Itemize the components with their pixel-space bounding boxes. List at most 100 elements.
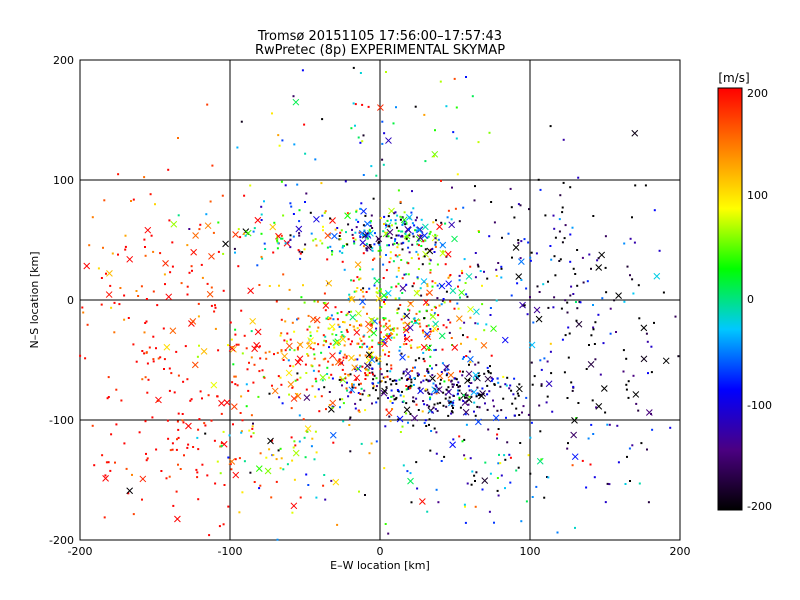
data-point-dot xyxy=(351,383,353,385)
data-point-dot xyxy=(375,287,378,290)
data-point-dot xyxy=(273,353,275,356)
data-point-dot xyxy=(287,359,290,362)
data-point-x-marker xyxy=(413,289,421,297)
data-point-dot xyxy=(401,248,404,251)
data-point-x-marker xyxy=(470,388,478,396)
data-point-dot xyxy=(500,265,503,268)
data-point-dot xyxy=(310,232,313,235)
data-point-dot xyxy=(362,295,365,298)
data-point-dot xyxy=(186,446,189,449)
data-point-dot xyxy=(345,357,348,360)
data-point-dot xyxy=(214,482,217,485)
data-point-dot xyxy=(321,118,324,121)
data-point-dot xyxy=(516,392,519,395)
data-point-dot xyxy=(217,349,220,352)
data-point-dot xyxy=(504,383,507,386)
data-point-dot xyxy=(331,250,334,253)
data-point-dot xyxy=(411,285,414,288)
data-point-dot xyxy=(396,327,399,330)
data-point-dot xyxy=(369,230,371,233)
data-point-dot xyxy=(477,265,480,268)
data-point-dot xyxy=(402,400,405,403)
data-point-dot xyxy=(290,205,293,208)
data-point-dot xyxy=(417,239,420,242)
data-point-x-marker xyxy=(533,306,541,314)
data-point-x-marker xyxy=(420,278,428,285)
data-point-dot xyxy=(552,306,555,309)
data-point-dot xyxy=(135,290,138,292)
data-point-dot xyxy=(459,370,461,373)
data-point-dot xyxy=(427,324,430,327)
data-point-dot xyxy=(497,494,500,497)
data-point-dot xyxy=(196,436,199,439)
data-point-dot xyxy=(367,394,370,397)
data-point-dot xyxy=(382,163,385,166)
data-point-x-marker xyxy=(304,425,312,432)
data-point-dot xyxy=(478,406,481,409)
data-point-dot xyxy=(497,462,500,465)
data-point-dot xyxy=(423,317,426,320)
data-point-x-marker xyxy=(447,399,455,407)
data-point-dot xyxy=(452,383,455,386)
data-point-dot xyxy=(349,343,352,346)
data-point-dot xyxy=(585,486,588,489)
data-point-dot xyxy=(182,421,185,424)
data-point-dot xyxy=(233,247,236,250)
data-point-dot xyxy=(338,358,341,361)
data-point-dot xyxy=(147,378,150,381)
data-point-dot xyxy=(358,324,361,327)
data-point-x-marker xyxy=(351,364,359,371)
data-point-dot xyxy=(348,311,351,313)
data-point-dot xyxy=(455,106,458,109)
data-point-dot xyxy=(154,203,156,206)
data-point-dot xyxy=(372,258,374,261)
data-point-dot xyxy=(523,304,526,307)
data-point-dot xyxy=(152,360,155,363)
x-tick-label: -200 xyxy=(68,545,93,558)
data-point-dot xyxy=(350,310,353,313)
data-point-dot xyxy=(540,384,543,387)
data-point-dot xyxy=(440,221,443,224)
data-point-dot xyxy=(571,464,574,467)
data-point-dot xyxy=(468,379,471,381)
data-point-dot xyxy=(168,475,171,478)
data-point-dot xyxy=(234,375,237,378)
data-point-dot xyxy=(371,227,374,229)
data-point-x-marker xyxy=(402,326,410,334)
data-point-dot xyxy=(592,215,595,217)
data-point-dot xyxy=(356,287,359,289)
data-point-dot xyxy=(496,437,498,440)
data-point-dot xyxy=(355,210,358,213)
data-point-x-marker xyxy=(575,320,583,328)
data-point-x-marker xyxy=(126,487,134,495)
data-point-dot xyxy=(268,448,271,451)
data-point-dot xyxy=(576,307,579,310)
data-point-dot xyxy=(388,333,391,336)
data-point-dot xyxy=(388,261,391,264)
data-point-dot xyxy=(417,409,420,411)
data-point-dot xyxy=(347,374,350,377)
data-point-dot xyxy=(516,282,519,285)
data-point-dot xyxy=(271,384,273,387)
data-point-dot xyxy=(400,352,403,355)
data-point-dot xyxy=(390,219,392,222)
data-point-dot xyxy=(458,435,461,438)
data-point-dot xyxy=(119,287,122,289)
data-point-dot xyxy=(450,412,453,415)
data-point-dot xyxy=(271,439,274,442)
data-point-x-marker xyxy=(329,352,336,360)
data-point-dot xyxy=(222,430,225,433)
data-point-dot xyxy=(492,399,494,402)
data-point-dot xyxy=(515,407,518,410)
data-point-dot xyxy=(434,233,437,236)
data-point-dot xyxy=(495,268,498,271)
data-point-dot xyxy=(371,249,374,252)
data-point-x-marker xyxy=(294,392,302,400)
data-point-dot xyxy=(523,238,526,241)
data-point-dot xyxy=(378,306,381,309)
data-point-dot xyxy=(223,484,226,486)
data-point-dot xyxy=(540,368,543,371)
data-point-x-marker xyxy=(421,232,428,239)
data-point-dot xyxy=(397,243,400,246)
data-point-dot xyxy=(602,342,605,345)
